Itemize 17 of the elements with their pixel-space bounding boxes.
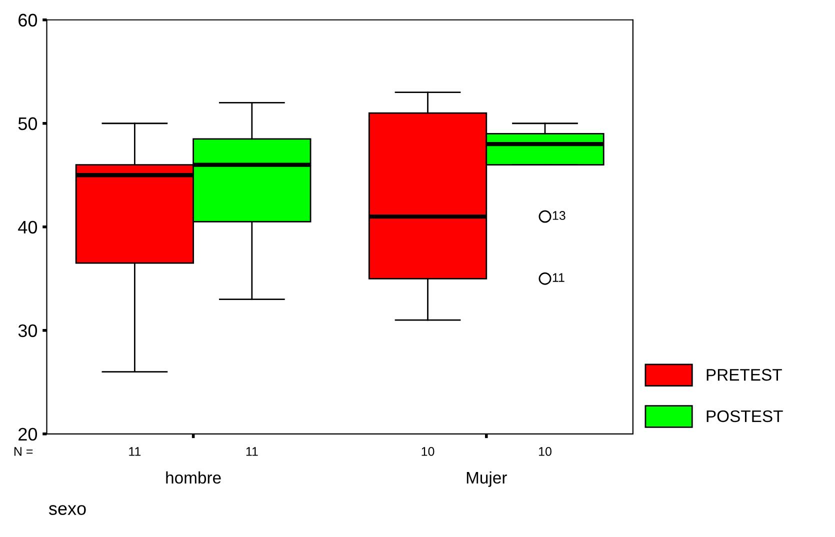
- text: 11: [246, 447, 258, 456]
- text: N =: [14, 447, 33, 456]
- y-tick-label: 40: [18, 220, 38, 234]
- y-tick-label: 20: [18, 428, 38, 441]
- legend-label: POSTEST: [706, 410, 783, 422]
- text: 10: [539, 447, 552, 456]
- x-axis-title: sexo: [48, 505, 86, 515]
- text: 11: [129, 447, 141, 456]
- text: 10: [422, 447, 434, 456]
- legend-label: PRETEST: [706, 368, 782, 381]
- annotation: 13: [552, 211, 566, 220]
- x-tick-label: hombre: [166, 471, 221, 484]
- y-tick-label: 30: [18, 324, 38, 338]
- y-tick-label: 60: [18, 14, 38, 27]
- x-tick-label: Mujer: [466, 471, 507, 487]
- y-tick-label: 50: [18, 117, 38, 130]
- annotation: 11: [552, 273, 564, 282]
